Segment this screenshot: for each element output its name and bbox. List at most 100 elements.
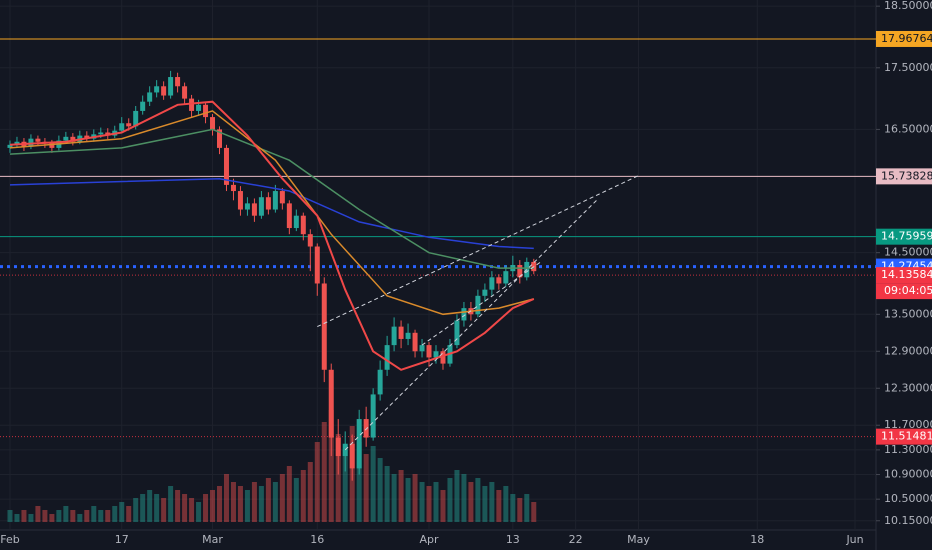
candle-body xyxy=(475,295,481,315)
volume-bar xyxy=(279,474,285,522)
volume-bar xyxy=(433,482,439,522)
candle-body xyxy=(489,277,495,290)
x-tick-label: 18 xyxy=(750,533,764,546)
candle-body xyxy=(265,197,271,210)
volume-bar xyxy=(307,462,313,522)
candle-body xyxy=(63,136,69,141)
candle-body xyxy=(168,77,174,96)
volume-bar xyxy=(321,422,327,522)
volume-bar xyxy=(147,490,153,522)
candle-body xyxy=(321,283,327,370)
volume-bar xyxy=(342,450,348,522)
volume-bar xyxy=(475,478,481,522)
volume-bar xyxy=(70,510,76,522)
y-tick-label: 10.15000 xyxy=(884,514,932,527)
volume-bar xyxy=(293,478,299,522)
candle-body xyxy=(14,141,20,145)
volume-bar xyxy=(363,454,369,522)
volume-bar xyxy=(419,482,425,522)
volume-bar xyxy=(140,494,146,522)
volume-bar xyxy=(154,494,160,522)
volume-bar xyxy=(265,478,271,522)
volume-bar xyxy=(482,486,488,522)
y-tick-label: 13.50000 xyxy=(884,307,932,320)
y-tick-label: 10.50000 xyxy=(884,492,932,505)
volume-bar xyxy=(370,446,376,522)
price-label-box xyxy=(876,168,932,185)
candle-body xyxy=(223,147,229,185)
candle-body xyxy=(161,86,167,96)
volume-bar xyxy=(133,498,139,522)
x-tick-label: Feb xyxy=(0,533,19,546)
price-label-box xyxy=(876,267,932,284)
volume-bar xyxy=(14,514,20,522)
volume-bar xyxy=(258,486,264,522)
x-tick-label: Apr xyxy=(420,533,440,546)
candle-body xyxy=(293,215,299,229)
volume-bar xyxy=(56,510,62,522)
volume-bar xyxy=(496,490,502,522)
volume-bar xyxy=(517,498,523,522)
x-tick-label: 13 xyxy=(506,533,520,546)
candle-body xyxy=(412,332,418,352)
candle-body xyxy=(356,419,362,469)
candle-body xyxy=(461,308,467,321)
volume-bar xyxy=(161,498,167,522)
candle-body xyxy=(363,419,369,438)
candle-body xyxy=(370,394,376,438)
y-tick-label: 12.90000 xyxy=(884,344,932,357)
volume-bar xyxy=(524,494,530,522)
volume-bar xyxy=(230,482,236,522)
candle-body xyxy=(196,104,202,111)
volume-bar xyxy=(126,506,132,522)
volume-bar xyxy=(168,486,174,522)
candle-body xyxy=(84,135,90,139)
trend-line xyxy=(317,175,639,328)
volume-bar xyxy=(384,466,390,522)
candle-body xyxy=(119,123,125,131)
price-label-box xyxy=(876,428,932,445)
candle-body xyxy=(182,86,188,99)
candle-body xyxy=(251,203,257,216)
countdown-box xyxy=(876,283,932,300)
x-tick-label: May xyxy=(627,533,650,546)
candle-body xyxy=(440,351,446,364)
volume-bar xyxy=(189,498,195,522)
volume-bar xyxy=(182,494,188,522)
candle-body xyxy=(391,326,397,346)
candle-body xyxy=(133,110,139,127)
candle-body xyxy=(258,197,264,216)
volume-bar xyxy=(203,494,209,522)
price-label: 15.73828 xyxy=(881,169,932,182)
volume-bar xyxy=(391,474,397,522)
candle-body xyxy=(314,246,320,284)
volume-bar xyxy=(300,470,306,522)
volume-bar xyxy=(489,482,495,522)
volume-bar xyxy=(7,510,13,522)
candle-body xyxy=(189,98,195,111)
candle-body xyxy=(126,123,132,127)
volume-bar xyxy=(272,482,278,522)
volume-bar xyxy=(440,490,446,522)
candle-body xyxy=(419,345,425,352)
candle-body xyxy=(482,289,488,296)
volume-bar xyxy=(405,478,411,522)
volume-bar xyxy=(49,514,55,522)
y-tick-label: 17.50000 xyxy=(884,61,932,74)
candle-body xyxy=(398,326,404,339)
y-tick-label: 10.90000 xyxy=(884,468,932,481)
candle-body xyxy=(328,369,334,438)
grid xyxy=(0,0,876,530)
volume-bar xyxy=(335,434,341,522)
countdown-label: 09:04:05 xyxy=(884,284,932,297)
volume-bar xyxy=(105,510,111,522)
volume-bar xyxy=(314,442,320,522)
price-label-box xyxy=(876,228,932,245)
x-tick-label: Mar xyxy=(202,533,223,546)
candle-body xyxy=(244,203,250,210)
y-tick-label: 11.70000 xyxy=(884,418,932,431)
candle-body xyxy=(335,437,341,457)
candle-body xyxy=(49,142,55,148)
volume-bar xyxy=(412,474,418,522)
